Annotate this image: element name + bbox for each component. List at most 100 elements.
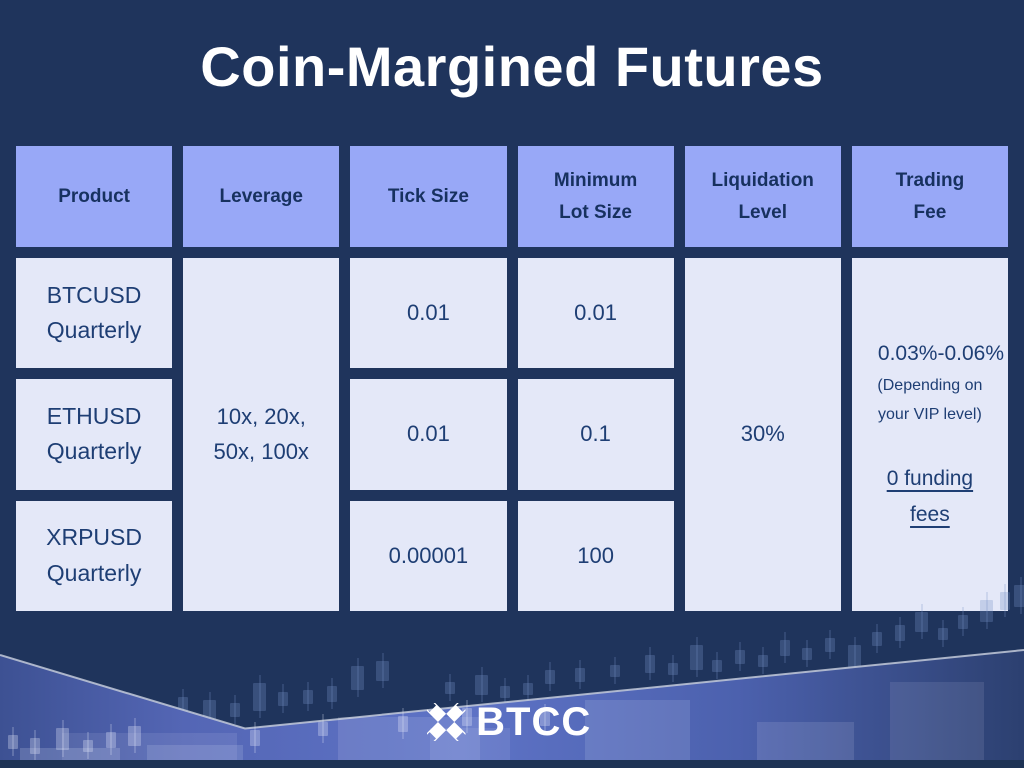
- candle-body: [351, 666, 364, 690]
- candle-body: [318, 722, 328, 736]
- candle-body: [523, 683, 533, 695]
- candle-body: [540, 712, 550, 726]
- candle-wick: [739, 642, 741, 671]
- candle-wick: [672, 655, 674, 682]
- page-title: Coin-Margined Futures: [200, 35, 824, 98]
- candle-body: [475, 675, 488, 695]
- candle-wick: [649, 647, 651, 680]
- cell-min-lot-row1: 0.01: [517, 258, 674, 369]
- candle-body: [56, 728, 69, 750]
- candle-body: [610, 665, 620, 677]
- candle-body: [178, 697, 188, 713]
- candle-wick: [762, 647, 764, 674]
- candle-wick: [322, 714, 324, 743]
- candle-wick: [899, 617, 901, 648]
- candle-body: [575, 668, 585, 682]
- candle-body: [645, 655, 655, 673]
- bottom-strip: [0, 760, 1024, 768]
- candle-wick: [579, 660, 581, 689]
- price-chart-wedge-graphic: [0, 649, 1024, 768]
- candle-wick: [182, 689, 184, 720]
- candle-body: [895, 625, 905, 641]
- candle-body: [462, 708, 472, 726]
- candle-wick: [544, 704, 546, 733]
- candle-wick: [133, 718, 136, 753]
- column-header-trading-fee: Trading Fee: [851, 146, 1008, 247]
- candle-body: [1014, 585, 1024, 607]
- candle-wick: [258, 675, 261, 718]
- column-header-tick-size: Tick Size: [350, 146, 507, 247]
- cell-tick-size-row3: 0.00001: [350, 500, 507, 611]
- candle-body: [445, 682, 455, 694]
- candle-wick: [12, 727, 14, 756]
- candle-wick: [402, 708, 404, 739]
- skyline-block: [585, 700, 690, 768]
- candle-body: [106, 732, 116, 748]
- candle-body: [545, 670, 555, 684]
- candle-wick: [331, 678, 333, 709]
- candle-body: [250, 730, 260, 746]
- zero-funding-fees-link[interactable]: 0 funding fees: [886, 467, 974, 527]
- candle-body: [690, 645, 703, 670]
- candle-body: [668, 663, 678, 675]
- candle-body: [253, 683, 266, 711]
- candle-body: [1000, 592, 1010, 610]
- candle-wick: [985, 592, 988, 629]
- candle-body: [30, 738, 40, 754]
- candle-body: [278, 692, 288, 706]
- cell-product-ethusd: ETHUSD Quarterly: [16, 379, 173, 490]
- cell-liquidation-level: 30%: [684, 258, 841, 611]
- candle-wick: [110, 724, 112, 755]
- candle-wick: [527, 675, 529, 702]
- column-header-liquidation-level: Liquidation Level: [684, 146, 841, 247]
- candle-body: [500, 686, 510, 698]
- skyline-block: [890, 682, 984, 768]
- candle-body: [376, 661, 389, 681]
- candle-wick: [254, 722, 256, 753]
- cell-leverage: 10x, 20x, 50x, 100x: [183, 258, 340, 611]
- candle-wick: [806, 640, 808, 667]
- column-header-leverage: Leverage: [183, 146, 340, 247]
- candle-wick: [876, 624, 878, 653]
- candle-wick: [208, 692, 211, 727]
- candle-wick: [234, 695, 236, 724]
- candle-wick: [920, 604, 923, 639]
- candle-body: [758, 655, 768, 667]
- candle-body: [327, 686, 337, 702]
- candle-body: [938, 628, 948, 640]
- cell-tick-size-row2: 0.01: [350, 379, 507, 490]
- candle-wick: [504, 678, 506, 705]
- candle-wick: [449, 674, 451, 701]
- cell-min-lot-row3: 100: [517, 500, 674, 611]
- candle-wick: [549, 662, 551, 691]
- column-header-product: Product: [16, 146, 173, 247]
- candle-wick: [87, 732, 89, 759]
- candle-wick: [282, 684, 284, 713]
- candle-wick: [61, 720, 64, 757]
- btcc-logo-text: BTCC: [476, 700, 592, 744]
- candle-wick: [356, 658, 359, 697]
- candle-wick: [829, 630, 831, 659]
- candle-body: [398, 716, 408, 732]
- candle-wick: [942, 620, 944, 647]
- candle-wick: [466, 700, 468, 733]
- candle-body: [303, 690, 313, 704]
- btcc-logo-icon: [426, 702, 467, 742]
- trading-fee-range: 0.03%-0.06%: [877, 342, 1004, 366]
- candle-body: [980, 600, 993, 622]
- candle-wick: [34, 730, 36, 761]
- candle-body: [802, 648, 812, 660]
- futures-spec-table: Product Leverage Tick Size Minimum Lot S…: [16, 146, 1008, 611]
- candle-wick: [695, 637, 698, 677]
- candle-body: [915, 612, 928, 632]
- cell-trading-fee: 0.03%-0.06% (Depending on your VIP level…: [851, 258, 1008, 611]
- trading-fee-note: (Depending on your VIP level): [877, 376, 983, 423]
- candle-wick: [480, 667, 483, 702]
- candle-wick: [381, 653, 384, 688]
- candle-wick: [853, 637, 856, 678]
- candle-body: [128, 726, 141, 746]
- cell-product-xrpusd: XRPUSD Quarterly: [16, 500, 173, 611]
